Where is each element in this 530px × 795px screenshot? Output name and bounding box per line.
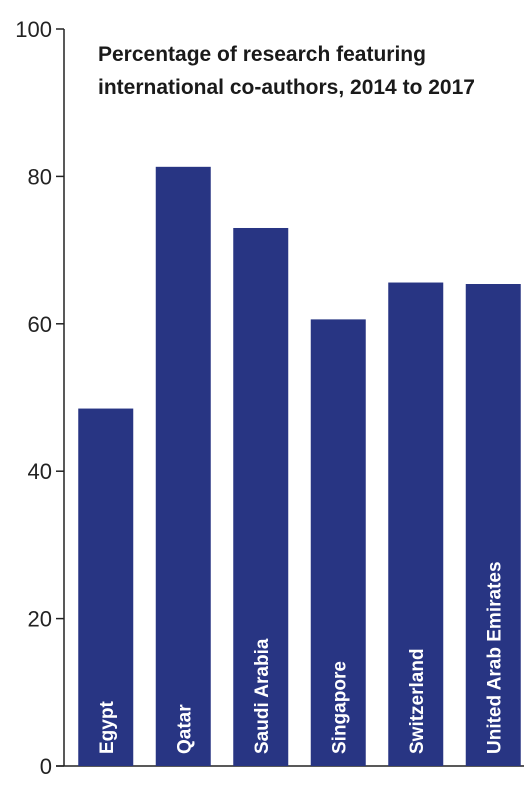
bar-category-label: United Arab Emirates: [484, 561, 505, 754]
bar-category-label: Singapore: [329, 661, 350, 754]
bar-category-label: Saudi Arabia: [252, 638, 273, 754]
y-tick-label: 80: [28, 164, 52, 189]
chart-title-line-1: Percentage of research featuring: [98, 43, 426, 66]
bar-qatar: [155, 166, 211, 767]
chart-title-line-2: international co-authors, 2014 to 2017: [98, 76, 475, 99]
chart-title: Percentage of research featuring interna…: [98, 43, 475, 99]
bar-category-label: Qatar: [174, 704, 195, 754]
bar-saudi-arabia: [233, 227, 289, 767]
bar-singapore: [310, 319, 366, 766]
bar-united-arab-emirates: [465, 284, 521, 766]
bar-category-label: Egypt: [97, 701, 118, 754]
y-tick-label: 40: [28, 459, 52, 484]
bar-switzerland: [388, 282, 444, 766]
bar-category-label: Switzerland: [407, 648, 428, 754]
y-tick-label: 20: [28, 607, 52, 632]
y-tick-label: 60: [28, 312, 52, 337]
bars: Egypt Qatar Saudi Arabia Singapore Switzerla…: [78, 166, 521, 767]
y-tick-label: 0: [40, 754, 52, 779]
y-tick-label: 100: [15, 17, 52, 42]
axes: 0 20 40 60 80 100: [15, 17, 524, 779]
bar-egypt: [78, 408, 134, 766]
